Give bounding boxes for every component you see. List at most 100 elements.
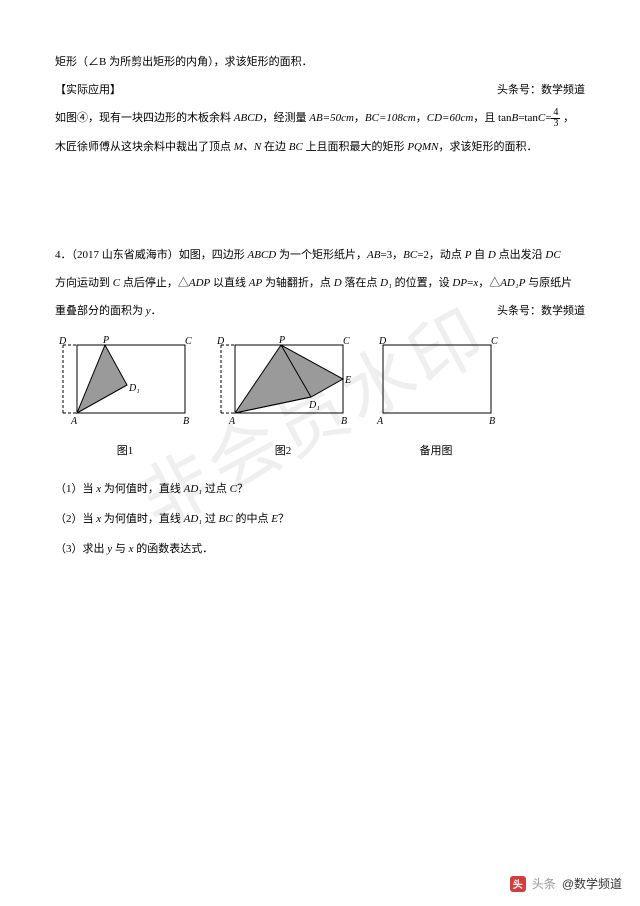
text: （2）当 <box>55 513 96 525</box>
text: 的位置，设 <box>392 277 453 289</box>
paragraph-top-4: 木匠徐师傅从这块余料中裁出了顶点 M、N 在边 BC 上且面积最大的矩形 PQM… <box>55 135 585 159</box>
text: 为轴翻折，点 <box>262 277 334 289</box>
text: 重叠部分的面积为 <box>55 305 146 317</box>
var: D <box>488 249 496 261</box>
text: =tan <box>518 112 538 124</box>
text: =2，动点 <box>417 249 464 261</box>
label-c: C <box>491 336 498 347</box>
label-d: D <box>58 336 67 347</box>
text: ． <box>151 305 162 317</box>
label-b: B <box>183 416 189 427</box>
var-pqmn: PQMN <box>407 141 438 153</box>
meas-ab: AB=50cm <box>309 112 354 124</box>
figure-2-svg: D P C E D₁ A B <box>213 335 353 427</box>
source-tag-1: 头条号：数学频道 <box>497 78 585 102</box>
text: 以直线 <box>210 277 249 289</box>
text: 落在点 <box>342 277 381 289</box>
var-mn: M、N <box>234 141 262 153</box>
text: 4．（2017 山东省威海市）如图，四边形 <box>55 249 248 261</box>
var: C <box>230 483 237 495</box>
text: 的中点 <box>233 513 272 525</box>
text: 与 <box>112 543 129 555</box>
question-4-line1: 4．（2017 山东省威海市）如图，四边形 ABCD 为一个矩形纸片，AB=3，… <box>55 243 585 267</box>
text: 为何值时，直线 <box>101 513 184 525</box>
var: D <box>334 277 342 289</box>
label-a: A <box>228 416 236 427</box>
text: 过 <box>202 513 219 525</box>
var: DP <box>452 277 467 289</box>
label-c: C <box>185 336 192 347</box>
text: 过点 <box>202 483 230 495</box>
figure-2: D P C E D₁ A B 图2 <box>213 335 353 462</box>
var: BC <box>403 249 417 261</box>
figure-1-svg: D P C D₁ A B <box>55 335 195 427</box>
text: 的函数表达式． <box>134 543 214 555</box>
var: AD₁ <box>184 513 203 525</box>
text: 点出发沿 <box>496 249 546 261</box>
label-d1: D₁ <box>308 400 320 411</box>
figure-3-label: 备用图 <box>371 439 501 463</box>
text: 为一个矩形纸片， <box>276 249 367 261</box>
text: ， <box>354 112 365 124</box>
sub-question-1: （1）当 x 为何值时，直线 AD₁ 过点 C？ <box>55 477 585 501</box>
meas-bc: BC=108cm <box>365 112 416 124</box>
var: AB <box>367 249 380 261</box>
question-4-line2: 方向运动到 C 点后停止，△ADP 以直线 AP 为轴翻折，点 D 落在点 D₁… <box>55 271 585 295</box>
label-b: B <box>341 416 347 427</box>
document-page: 矩形（∠B 为所剪出矩形的内角），求该矩形的面积． 【实际应用】 头条号：数学频… <box>0 0 640 587</box>
text: 自 <box>471 249 488 261</box>
var-abcd: ABCD <box>234 112 263 124</box>
var: DC <box>545 249 560 261</box>
meas-cd: CD=60cm <box>427 112 474 124</box>
label-a: A <box>70 416 78 427</box>
text: 在边 <box>261 141 289 153</box>
figure-1: D P C D₁ A B 图1 <box>55 335 195 462</box>
sub-question-2: （2）当 x 为何值时，直线 AD₁ 过 BC 的中点 E？ <box>55 507 585 531</box>
var: AD₁P <box>500 277 525 289</box>
figure-2-label: 图2 <box>213 439 353 463</box>
var: AD₁ <box>184 483 203 495</box>
var-bc: BC <box>289 141 303 153</box>
text: （3）求出 <box>55 543 107 555</box>
spacer <box>55 163 585 243</box>
label-d: D <box>378 336 387 347</box>
var: AP <box>249 277 262 289</box>
label-d: D <box>216 336 225 347</box>
label-p: P <box>102 335 109 346</box>
text: ， <box>416 112 427 124</box>
var: ABCD <box>248 249 277 261</box>
text: ，△ <box>478 277 500 289</box>
figure-3: D C A B 备用图 <box>371 335 501 462</box>
text: ， <box>560 112 574 124</box>
text: （1）当 <box>55 483 96 495</box>
text: ，求该矩形的面积． <box>438 141 537 153</box>
text: =3， <box>380 249 403 261</box>
section-label: 【实际应用】 <box>55 78 121 102</box>
paragraph-top-1: 矩形（∠B 为所剪出矩形的内角），求该矩形的面积． <box>55 50 585 74</box>
var: C <box>113 277 120 289</box>
source-tag-2: 头条号：数学频道 <box>497 299 585 323</box>
label-b: B <box>489 416 495 427</box>
footer-prefix: 头条 <box>532 875 556 892</box>
sub-question-3: （3）求出 y 与 x 的函数表达式． <box>55 537 585 561</box>
question-4-line3: 重叠部分的面积为 y． <box>55 299 162 323</box>
text: 上且面积最大的矩形 <box>303 141 408 153</box>
footer-account: @数学频道 <box>562 875 622 892</box>
text: ，经测量 <box>262 112 309 124</box>
figure-3-svg: D C A B <box>371 335 501 427</box>
label-d1: D₁ <box>128 383 140 394</box>
label-c: C <box>343 336 350 347</box>
var: E <box>271 513 278 525</box>
paragraph-top-3: 如图④，现有一块四边形的木板余料 ABCD，经测量 AB=50cm，BC=108… <box>55 106 585 130</box>
text: ？ <box>237 483 248 495</box>
figure-1-label: 图1 <box>55 439 195 463</box>
var: D₁ <box>380 277 392 289</box>
text: 方向运动到 <box>55 277 113 289</box>
text: ，且 tan <box>473 112 511 124</box>
label-p: P <box>278 335 285 346</box>
text: 为何值时，直线 <box>101 483 184 495</box>
text: ？ <box>278 513 289 525</box>
text: 与原纸片 <box>525 277 572 289</box>
text: 如图④，现有一块四边形的木板余料 <box>55 112 234 124</box>
var: ADP <box>189 277 210 289</box>
